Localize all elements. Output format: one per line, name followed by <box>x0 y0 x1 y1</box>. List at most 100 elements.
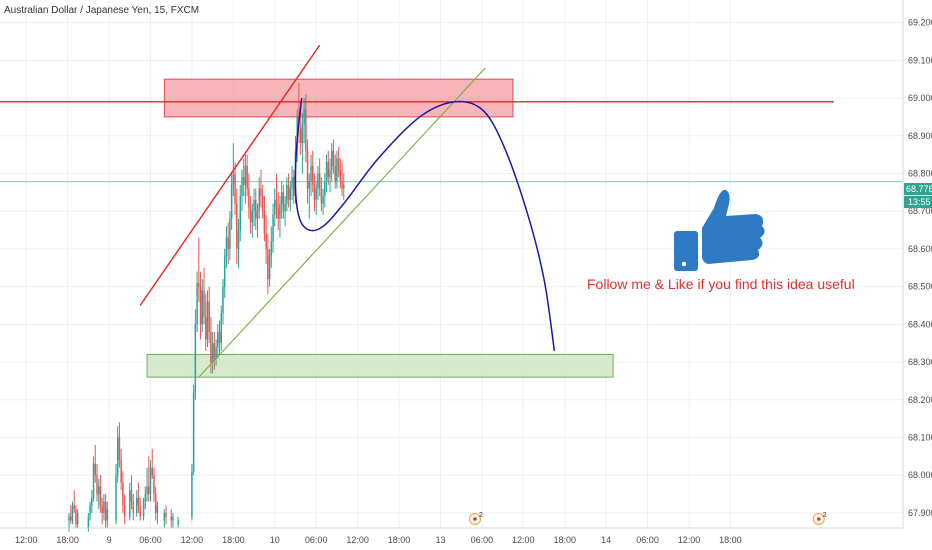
candle-body <box>118 437 121 461</box>
candle-body <box>229 218 231 249</box>
candle-body <box>163 512 166 521</box>
candle-body <box>260 188 262 197</box>
candle-body <box>149 467 152 495</box>
candle-body <box>267 248 269 280</box>
y-tick-label: 68.800 <box>908 168 932 178</box>
event-marker-dot <box>816 517 821 521</box>
candle-body <box>97 486 100 495</box>
economic-event-icon[interactable]: 2 <box>468 512 483 525</box>
candle-body <box>170 516 172 521</box>
x-tick-label: 9 <box>107 535 112 545</box>
candle-body <box>236 203 238 249</box>
candle-body <box>299 128 302 144</box>
x-tick-label: 18:00 <box>388 535 411 545</box>
candle-body <box>227 237 229 249</box>
candle-body <box>115 475 117 521</box>
candle-body <box>242 177 245 185</box>
candle-body <box>154 494 157 513</box>
candle-body <box>239 196 241 231</box>
candle-body <box>310 165 312 182</box>
candle-body <box>172 516 174 521</box>
candle-body <box>251 211 254 223</box>
candle-body <box>261 196 264 212</box>
candle-body <box>204 316 207 340</box>
candle-body <box>268 256 271 280</box>
y-tick-label: 68.600 <box>908 244 932 254</box>
candle-body <box>334 165 336 182</box>
candle-body <box>198 282 200 287</box>
countdown-label: 13:55 <box>908 197 931 207</box>
candle-body <box>103 501 105 513</box>
candle-body <box>206 301 209 340</box>
candle-body <box>293 177 295 197</box>
candle-body <box>248 188 250 208</box>
candle-body <box>135 497 138 513</box>
x-tick-label: 12:00 <box>181 535 204 545</box>
candle-body <box>332 150 335 166</box>
candle-body <box>230 184 233 219</box>
x-tick-label: 18:00 <box>719 535 742 545</box>
current-price-tag: 68.778 13:55 <box>904 183 932 208</box>
thumb-cuff <box>674 231 698 271</box>
y-tick-label: 68.200 <box>908 395 932 405</box>
candle-body <box>177 520 179 525</box>
economic-event-icon[interactable]: 2 <box>812 512 827 525</box>
event-count-label: 2 <box>479 512 483 519</box>
candle-body <box>191 471 193 517</box>
candle-body <box>277 207 279 219</box>
x-tick-label: 12:00 <box>346 535 369 545</box>
candle-body <box>203 290 205 317</box>
x-tick-label: 06:00 <box>139 535 162 545</box>
candle-body <box>153 475 155 495</box>
candle-body <box>225 237 228 257</box>
candle-body <box>201 290 204 325</box>
y-tick-label: 69.000 <box>908 93 932 103</box>
candle-body <box>68 516 70 521</box>
y-tick-label: 68.000 <box>908 470 932 480</box>
countdown-box <box>904 196 932 208</box>
candle-body <box>253 199 255 212</box>
candle-body <box>311 165 314 185</box>
chart-title: Australian Dollar / Japanese Yen, 15, FX… <box>4 5 199 16</box>
grid <box>0 0 903 528</box>
candle-body <box>223 256 226 287</box>
candle-body <box>301 124 304 144</box>
candle-body <box>222 286 224 314</box>
candle-body <box>270 241 273 257</box>
candle-body <box>194 324 197 393</box>
event-count-label: 2 <box>823 512 827 519</box>
candle-body <box>75 509 77 525</box>
candle-body <box>308 181 311 189</box>
candle-body <box>291 177 293 189</box>
candle-body <box>315 188 317 200</box>
candle-body <box>327 162 330 178</box>
candle-body <box>76 512 79 525</box>
candle-body <box>142 501 145 517</box>
candle-body <box>265 233 267 249</box>
x-tick-label: 13 <box>435 535 445 545</box>
candle-body <box>165 512 167 517</box>
candle-body <box>96 475 98 495</box>
x-tick-label: 06:00 <box>471 535 494 545</box>
y-tick-label: 68.300 <box>908 357 932 367</box>
candle-body <box>272 214 274 242</box>
candle-body <box>101 505 103 513</box>
candle-body <box>91 497 93 506</box>
candle-body <box>339 169 342 182</box>
x-tick-label: 14 <box>601 535 611 545</box>
candle-body <box>94 463 97 476</box>
y-tick-label: 68.500 <box>908 282 932 292</box>
candle-body <box>139 505 141 517</box>
candle-body <box>282 192 285 212</box>
x-tick-label: 18:00 <box>56 535 79 545</box>
candle-body <box>123 505 126 517</box>
candle-body <box>286 184 288 204</box>
candle-body <box>232 173 235 185</box>
event-marker-dot <box>473 517 477 521</box>
candle-body <box>211 343 214 363</box>
candle-body <box>289 188 292 200</box>
candle-body <box>303 109 305 125</box>
